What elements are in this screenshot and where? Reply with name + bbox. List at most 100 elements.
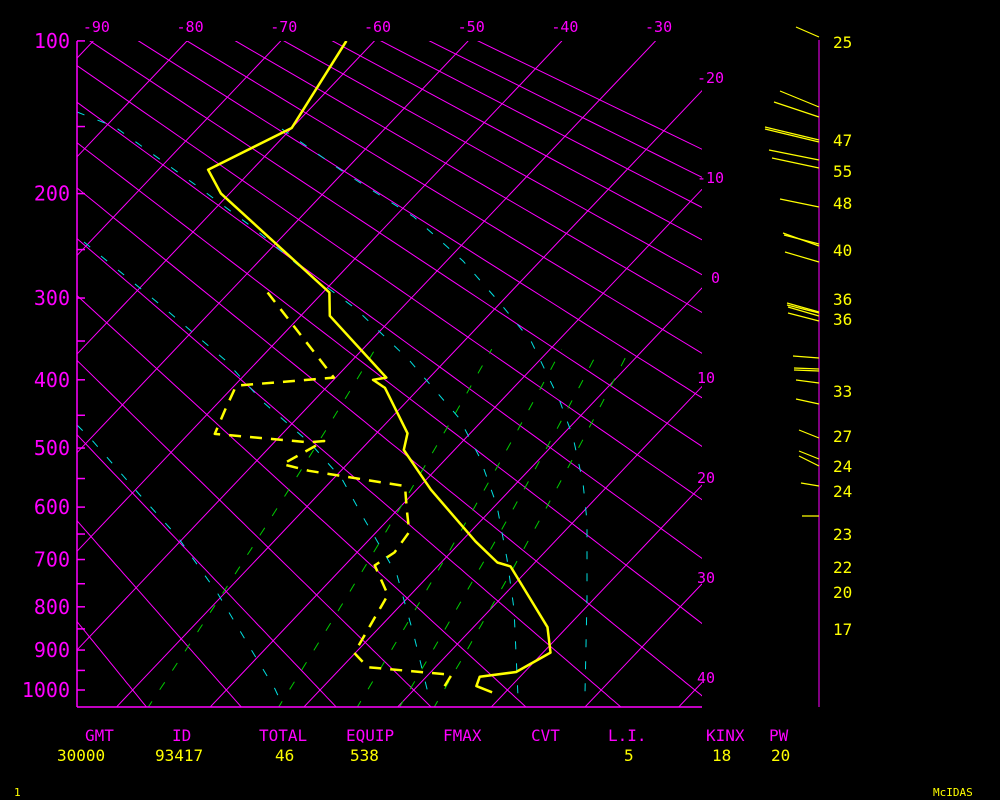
wind-speed-label: 20 [833,583,852,602]
temperature-tick-label: 0 [711,269,720,287]
gmt-value: 30000 [57,746,106,765]
wind-stick [798,450,820,460]
dry-adiabat-line [283,41,702,276]
axes [76,40,702,708]
dry-adiabat-line [89,41,702,447]
wind-speed-label: 25 [833,33,852,52]
wind-speed-label: 40 [833,241,852,260]
wind-stick [786,304,820,314]
kinx-label: KINX [706,726,745,745]
wind-stick [793,369,820,372]
temperature-tick-label: -80 [177,18,204,36]
pressure-tick-label: 800 [34,595,70,619]
li-label: L.I. [608,726,647,745]
dry-adiabat-line [77,359,432,707]
wind-stick [786,302,820,313]
isotherm-line [584,583,702,707]
temperature-tick-label: -40 [551,18,578,36]
equip-value: 538 [350,746,379,765]
wind-speed-label: 36 [833,290,852,309]
dry-adiabat-line [77,142,702,625]
moist-adiabat-line [83,241,429,694]
pressure-tick-label: 700 [34,548,70,572]
wind-stick [783,234,820,245]
pressure-tick-label: 600 [34,495,70,519]
temperature-tick-label: -60 [364,18,391,36]
dry-adiabat-line [77,433,337,707]
wind-speed-label: 47 [833,131,852,150]
temperature-tick-label: 30 [697,569,715,587]
wind-stick [764,126,820,141]
temperature-tick-label: -70 [270,18,297,36]
pw-value: 20 [771,746,791,765]
wind-speed-label: 55 [833,162,852,181]
pressure-tick-label: 200 [34,182,70,206]
wind-stick [779,90,820,108]
pressure-tick-label: 500 [34,436,70,460]
wind-stick [792,355,820,359]
temperature-tick-label: -20 [697,69,724,87]
frame-number: 1 [14,786,21,799]
dry-adiabat-line [77,294,527,707]
wind-stick [779,198,820,208]
kinx-value: 18 [712,746,732,765]
pressure-tick-label: 900 [34,638,70,662]
isotherm-line [303,287,702,707]
mcidas-brand: McIDAS [933,786,973,799]
dry-adiabat-line [234,41,702,313]
wind-stick [795,379,820,384]
temperature-tick-label: -10 [697,169,724,187]
wind-stick [787,306,820,317]
temperature-tick-label: 10 [697,369,715,387]
dry-adiabat-line [137,41,702,399]
dry-adiabat-line [428,41,702,178]
isotherm-line [771,41,1000,709]
pressure-tick-label: 100 [34,29,70,53]
sounding-indices: GMT ID TOTAL EQUIP FMAX CVT L.I. KINX PW… [0,724,1000,774]
isotherm-line [864,41,1000,709]
temperature-tick-label: 40 [697,669,715,687]
isotherm-line [77,41,656,651]
fmax-label: FMAX [443,726,482,745]
mixing-ratio-line [278,348,493,707]
wind-speed-label: 48 [833,194,852,213]
dry-adiabat-line [186,41,702,354]
dry-adiabat-grid [77,41,702,707]
gmt-label: GMT [85,726,114,745]
pw-label: PW [769,726,789,745]
mixing-ratio-line [356,348,563,707]
mixing-ratio-line [399,348,600,707]
wind-stick [793,367,820,370]
li-value: 5 [624,746,634,765]
equip-label: EQUIP [346,726,395,745]
dry-adiabat-line [77,520,242,707]
temperature-tick-label: -50 [458,18,485,36]
wind-stick [764,128,820,143]
dewpoint-profile [213,291,453,687]
isotherm-line [77,41,188,158]
dry-adiabat-line [77,620,148,707]
isotherm-line [209,188,702,707]
total-label: TOTAL [259,726,308,745]
wind-speed-label: 33 [833,382,852,401]
isotherm-line [77,41,563,553]
moist-adiabat-line [77,111,519,698]
pressure-tick-label: 400 [34,368,70,392]
wind-speed-label: 22 [833,558,852,577]
wind-stick [798,429,820,439]
wind-speed-label: 23 [833,525,852,544]
isotherm-line [396,385,702,707]
isotherm-line [115,89,702,707]
sounding-profiles [206,41,552,694]
dry-adiabat-line [77,64,702,501]
temperature-profile [206,41,552,694]
wind-stick [798,455,820,467]
wind-speed-label: 27 [833,427,852,446]
id-label: ID [172,726,192,745]
temperature-tick-label: -90 [83,18,110,36]
dry-adiabat-line [331,41,702,241]
moist-adiabat-line [281,128,588,694]
